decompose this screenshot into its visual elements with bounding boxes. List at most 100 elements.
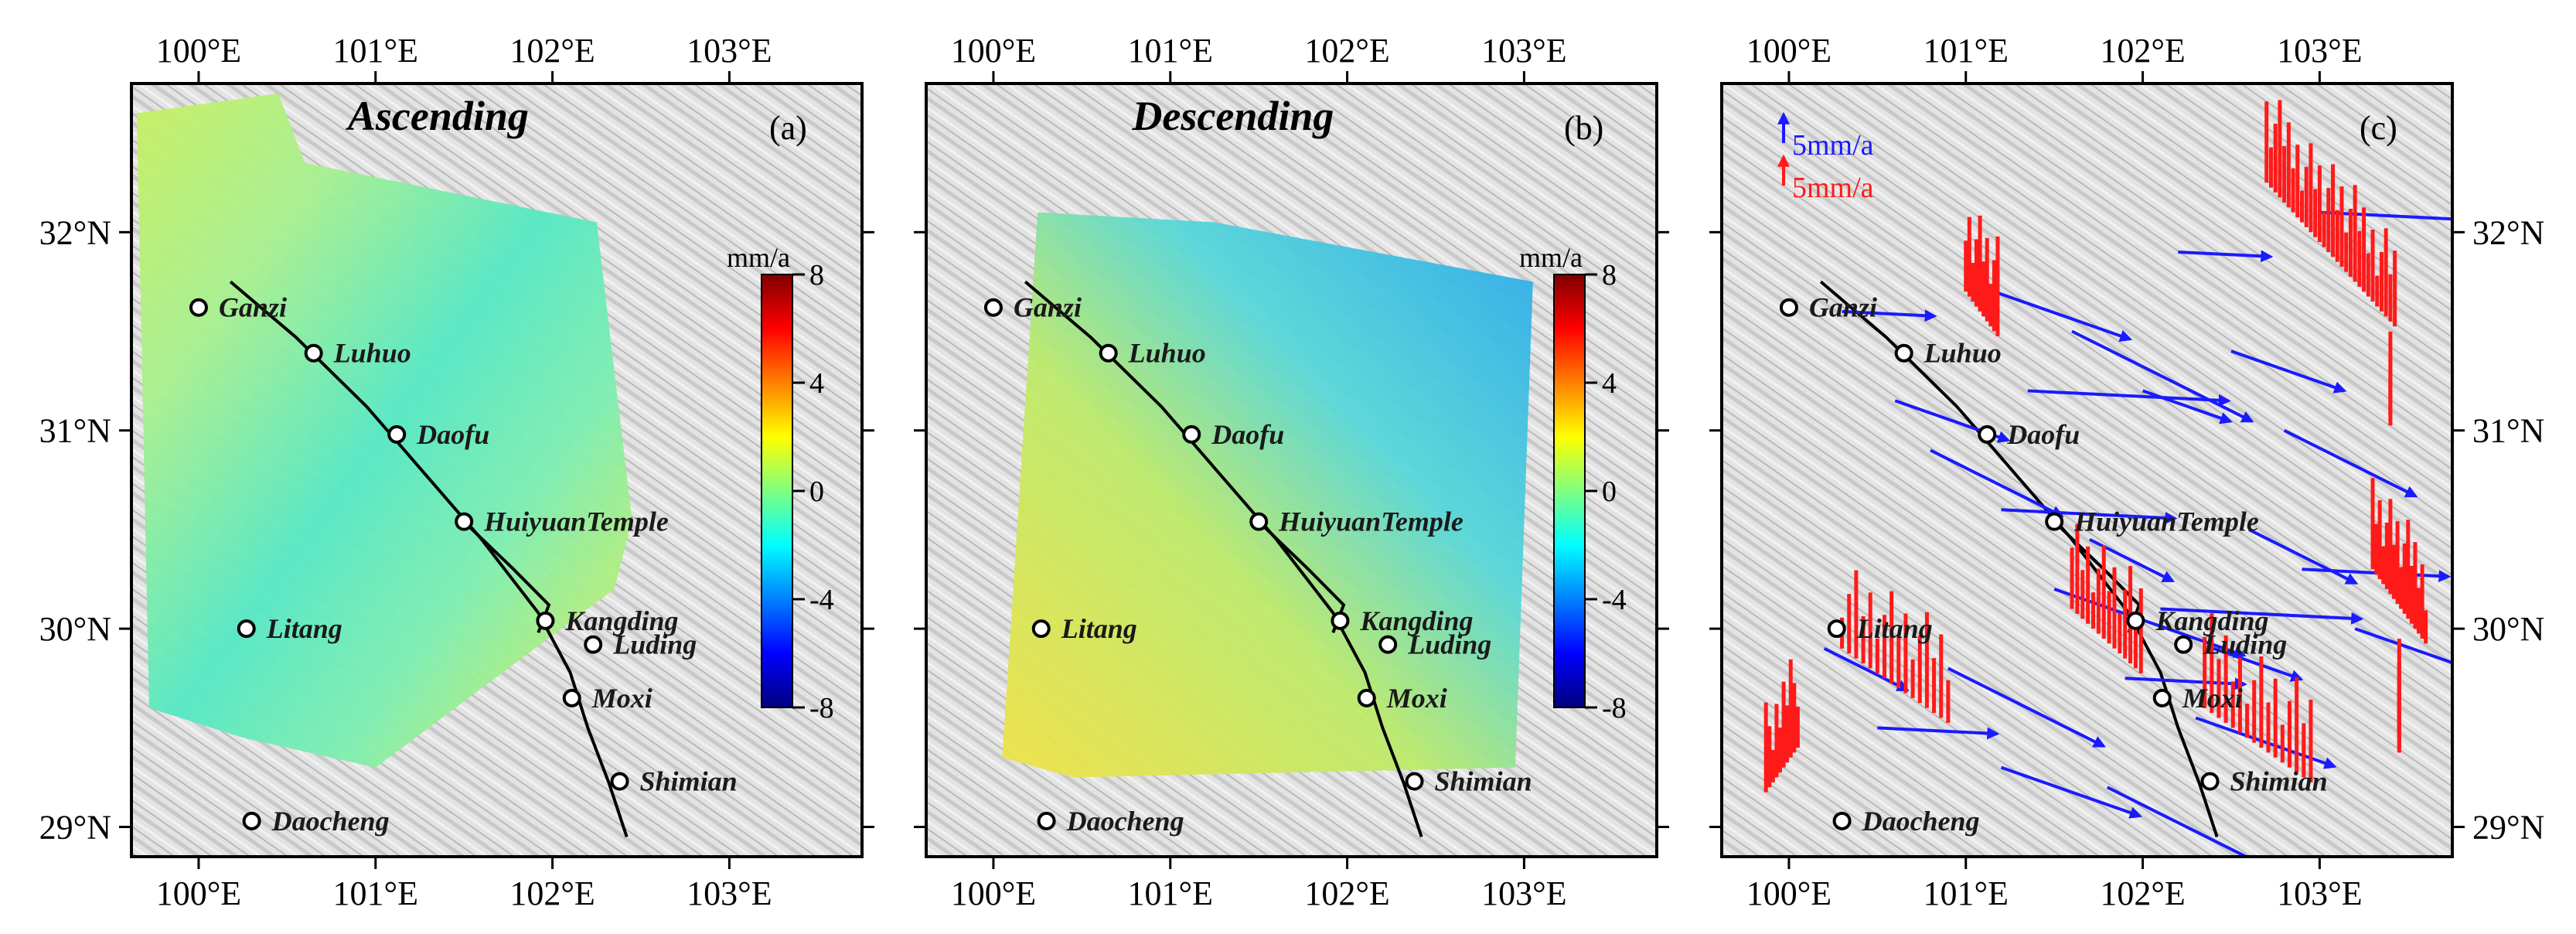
colorbar-tick-label: -4: [1602, 584, 1627, 616]
town-label: Moxi: [1386, 683, 1447, 714]
gnss-horizontal-vector: [2142, 389, 2233, 424]
town-marker: [189, 298, 208, 317]
gnss-horizontal-vector: [2106, 786, 2265, 857]
town-label: Ganzi: [1014, 292, 1082, 323]
lon-tick-label-bottom: 101°E: [333, 874, 418, 912]
gnss-horizontal-vector: [2160, 607, 2364, 625]
town-marker: [1037, 811, 1056, 830]
vector-legend: 5mm/a 5mm/a: [1777, 111, 1874, 204]
gnss-horizontal-vector: [2230, 349, 2347, 394]
town-marker: [584, 635, 603, 654]
town-marker: [1894, 343, 1913, 363]
gnss-horizontal-vector: [2027, 389, 2231, 407]
colorbar-tick-label: 8: [1602, 259, 1617, 291]
town-marker: [1331, 611, 1350, 630]
town-marker: [562, 688, 581, 707]
panel-label: (c): [2360, 109, 2397, 147]
lon-tick-label-top: 101°E: [333, 32, 418, 70]
town-label: Ganzi: [1809, 292, 1877, 323]
gnss-horizontal-vector: [2000, 765, 2142, 819]
lon-tick-label-bottom: 103°E: [687, 874, 772, 912]
town-label: Litang: [1856, 613, 1933, 644]
gnss-horizontal-vector: [2178, 250, 2274, 263]
lon-tick-label-bottom: 103°E: [2277, 874, 2362, 912]
gnss-horizontal-vector: [1877, 726, 2000, 740]
town-markers: Ganzi Luhuo Daofu HuiyuanTemple KangdingLudi…: [189, 292, 738, 837]
town-label: Daocheng: [1066, 806, 1184, 837]
lon-tick-label-top: 102°E: [509, 32, 595, 70]
panel-b: Ganzi Luhuo Daofu HuiyuanTemple KangdingLudi…: [914, 32, 1669, 912]
gnss-horizontal-vector: [2319, 210, 2452, 221]
town-label: Kangding: [2155, 605, 2268, 636]
map-frame: [130, 82, 864, 858]
gnss-horizontal-vector: [2001, 508, 2178, 524]
panel-label: (b): [1564, 109, 1603, 147]
lat-tick-label-left: 32°N: [39, 213, 111, 251]
lon-tick-label-top: 102°E: [2100, 32, 2185, 70]
insar-velocity-ascending: [136, 93, 632, 768]
town-label: Daofu: [1211, 419, 1284, 450]
town-marker: [1357, 688, 1376, 707]
horizontal-vector-legend-label: 5mm/a: [1792, 129, 1874, 162]
town-marker: [1405, 772, 1424, 791]
colorbar-tick-label: -4: [809, 584, 834, 616]
lon-tick-label-bottom: 101°E: [1923, 874, 2009, 912]
town-marker: [387, 424, 407, 444]
town-label: HuiyuanTemple: [2073, 506, 2259, 537]
town-marker: [2152, 688, 2172, 707]
lat-tick-label-left: 29°N: [39, 809, 111, 847]
colorbar-tick-label: -8: [809, 692, 834, 724]
town-marker: [455, 512, 474, 531]
panel-label: (a): [769, 109, 807, 147]
town-marker: [610, 772, 629, 791]
colorbar-tick-label: 4: [1602, 367, 1617, 400]
colorbar-tick-label: 4: [809, 367, 824, 400]
lon-tick-label-top: 100°E: [156, 32, 241, 70]
colorbar-unit-a: mm/a: [727, 242, 790, 273]
gnss-horizontal-vector: [1930, 448, 2064, 518]
lon-tick-label-bottom: 100°E: [156, 874, 241, 912]
town-marker: [536, 611, 555, 630]
gnss-horizontal-vector: [2354, 627, 2452, 665]
town-label: Litang: [266, 613, 342, 644]
town-label: Daocheng: [271, 806, 390, 837]
panel-a: Ganzi Luhuo Daofu HuiyuanTemple KangdingLudi…: [39, 32, 874, 912]
colorbar-b: mm/a 8 4 0 -4 -8: [1519, 242, 1627, 724]
vertical-vector-legend-label: 5mm/a: [1792, 172, 1874, 204]
lon-tick-label-top: 100°E: [951, 32, 1036, 70]
panel-title: Ascending: [346, 93, 529, 139]
town-label: Luding: [1407, 629, 1491, 660]
colorbar-ticks-a: 8 4 0 -4 -8: [792, 259, 834, 724]
colorbar-tick-label: -8: [1602, 692, 1627, 724]
lat-tick-label-left: 31°N: [39, 412, 111, 450]
lon-tick-label-bottom: 103°E: [1481, 874, 1566, 912]
town-markers: Ganzi Luhuo Daofu HuiyuanTemple KangdingLudi…: [1779, 292, 2328, 837]
colorbar-tick-label: 8: [809, 259, 824, 291]
town-marker: [983, 298, 1003, 317]
lon-tick-label-top: 101°E: [1923, 32, 2009, 70]
town-label: Kangding: [564, 605, 678, 636]
lat-tick-label-right: 32°N: [2472, 213, 2544, 251]
town-marker: [1827, 619, 1846, 639]
map-panels: GanziLuhuoDaofuHuiyuanTempleKangdingLudi…: [39, 32, 2545, 912]
lat-tick-label-right: 31°N: [2472, 412, 2544, 450]
town-marker: [1779, 298, 1798, 317]
colorbar-tick-label: 0: [1602, 476, 1617, 508]
lat-tick-label-left: 30°N: [39, 610, 111, 648]
xianshuihe-fault: [229, 280, 629, 837]
town-marker: [1832, 811, 1852, 830]
town-label: Moxi: [2182, 683, 2243, 714]
town-marker: [1978, 424, 1997, 444]
town-markers: Ganzi Luhuo Daofu HuiyuanTemple KangdingLudi…: [983, 292, 1532, 837]
gnss-horizontal-vector: [2213, 646, 2304, 682]
lon-tick-label-bottom: 100°E: [1746, 874, 1831, 912]
town-marker: [1031, 619, 1051, 639]
gnss-horizontal-vector: [1842, 309, 1937, 322]
town-label: Luding: [612, 629, 697, 660]
town-label: Kangding: [1359, 605, 1473, 636]
lon-tick-label-bottom: 100°E: [951, 874, 1036, 912]
town-label: Ganzi: [219, 292, 287, 323]
town-marker: [237, 619, 256, 639]
town-label: Shimian: [640, 766, 738, 797]
